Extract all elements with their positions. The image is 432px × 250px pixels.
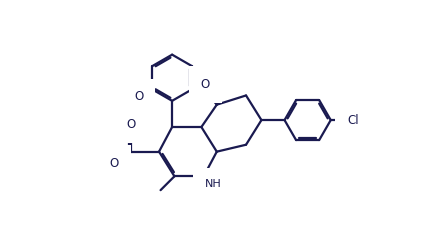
Text: Cl: Cl: [347, 114, 359, 126]
Text: NH: NH: [205, 179, 221, 189]
Text: O: O: [134, 90, 143, 104]
Text: O: O: [110, 157, 119, 170]
Text: O: O: [126, 118, 135, 131]
Text: O: O: [200, 78, 210, 91]
